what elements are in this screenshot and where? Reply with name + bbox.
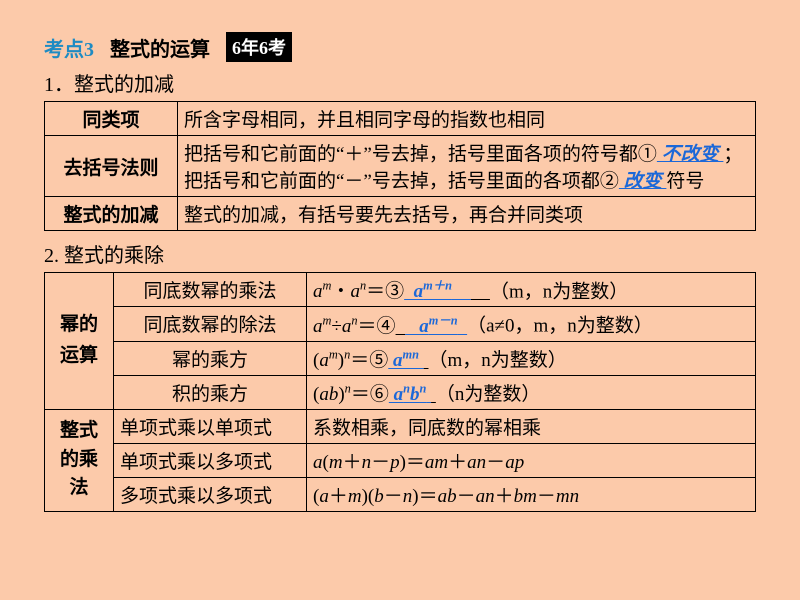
table-row: 同底数幂的除法 am÷an＝④ am－n （a≠0，m，n为整数） [45, 307, 756, 341]
rule-name: 单项式乘以多项式 [114, 443, 307, 477]
row-label: 整式的加减 [45, 197, 178, 231]
rule-formula: (a＋m)(b－n)＝ab－an＋bm－mn [307, 477, 756, 511]
group-label-mult: 整式的乘法 [45, 409, 114, 511]
rule-name: 单项式乘以单项式 [114, 409, 307, 443]
subsection-2-title: 2. 整式的乘除 [44, 239, 756, 268]
table-row: 整式的乘法 单项式乘以单项式 系数相乘，同底数的幂相乘 [45, 409, 756, 443]
fill-in-6: anbn [389, 384, 431, 405]
page-title: 整式的运算 [110, 33, 210, 62]
rule-formula: (am)n＝⑤ amn （m，n为整数） [307, 341, 756, 375]
rule-name: 同底数幂的乘法 [114, 273, 307, 307]
table-row: 去括号法则 把括号和它前面的“＋”号去掉，括号里面各项的符号都① 不改变 ；把括… [45, 136, 756, 197]
table-row: 多项式乘以多项式 (a＋m)(b－n)＝ab－an＋bm－mn [45, 477, 756, 511]
row-content: 所含字母相同，并且相同字母的指数也相同 [178, 102, 756, 136]
rule-formula: (ab)n＝⑥ anbn （n为整数） [307, 375, 756, 409]
badge: 6年6考 [226, 32, 292, 62]
rule-name: 同底数幂的除法 [114, 307, 307, 341]
row-content: 整式的加减，有括号要先去括号，再合并同类项 [178, 197, 756, 231]
table-row: 幂的运算 同底数幂的乘法 am・an＝③ am＋n （m，n为整数） [45, 273, 756, 307]
section-label: 考点3 [44, 33, 94, 62]
rule-name: 幂的乘方 [114, 341, 307, 375]
fill-in-4: am－n [405, 316, 467, 337]
row-content: 把括号和它前面的“＋”号去掉，括号里面各项的符号都① 不改变 ；把括号和它前面的… [178, 136, 756, 197]
group-label-power: 幂的运算 [45, 273, 114, 410]
rule-name: 积的乘方 [114, 375, 307, 409]
table-row: 同类项 所含字母相同，并且相同字母的指数也相同 [45, 102, 756, 136]
table-row: 幂的乘方 (am)n＝⑤ amn （m，n为整数） [45, 341, 756, 375]
fill-in-2: 改变 [619, 171, 667, 192]
table-multiplication: 幂的运算 同底数幂的乘法 am・an＝③ am＋n （m，n为整数） 同底数幂的… [44, 272, 756, 512]
table-row: 积的乘方 (ab)n＝⑥ anbn （n为整数） [45, 375, 756, 409]
row-label: 去括号法则 [45, 136, 178, 197]
rule-formula: a(m＋n－p)＝am＋an－ap [307, 443, 756, 477]
subsection-1-title: 1．整式的加减 [44, 68, 756, 97]
rule-formula: am・an＝③ am＋n （m，n为整数） [307, 273, 756, 307]
table-row: 单项式乘以多项式 a(m＋n－p)＝am＋an－ap [45, 443, 756, 477]
table-additions: 同类项 所含字母相同，并且相同字母的指数也相同 去括号法则 把括号和它前面的“＋… [44, 101, 756, 231]
rule-formula: am÷an＝④ am－n （a≠0，m，n为整数） [307, 307, 756, 341]
rule-name: 多项式乘以多项式 [114, 477, 307, 511]
row-label: 同类项 [45, 102, 178, 136]
table-row: 整式的加减 整式的加减，有括号要先去括号，再合并同类项 [45, 197, 756, 231]
rule-formula: 系数相乘，同底数的幂相乘 [307, 409, 756, 443]
fill-in-3: am＋n [404, 281, 471, 302]
fill-in-5: amn [388, 350, 423, 371]
fill-in-1: 不改变 [657, 144, 724, 165]
